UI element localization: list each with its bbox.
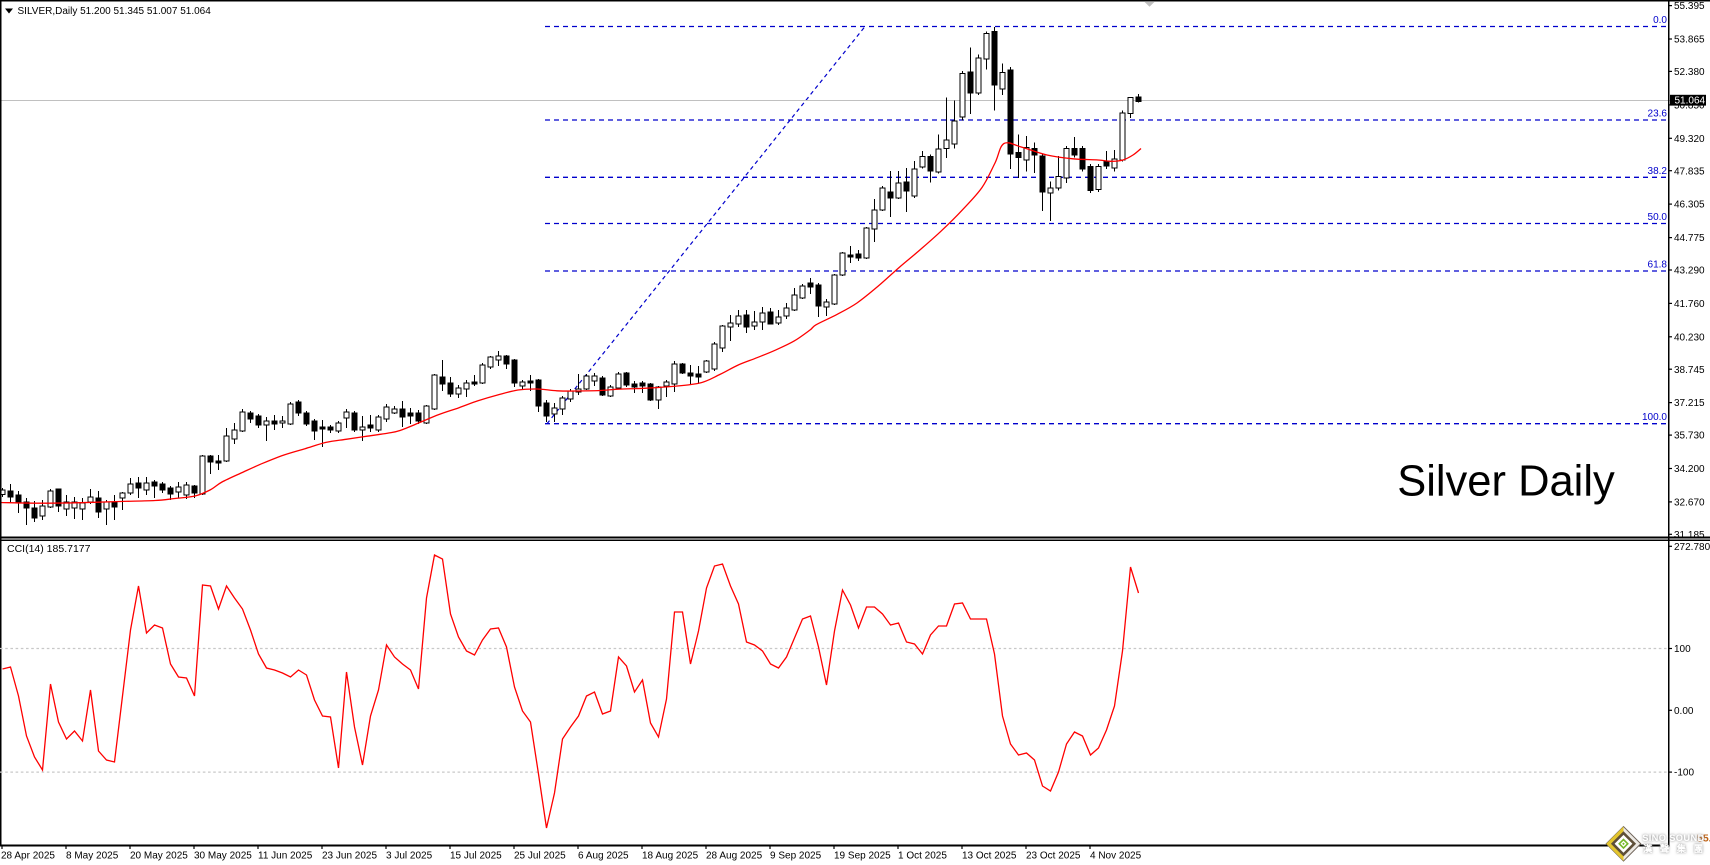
svg-text:漢聲集團: 漢聲集團 xyxy=(1643,843,1710,854)
svg-text:52.380: 52.380 xyxy=(1674,67,1705,78)
svg-text:23 Jun 2025: 23 Jun 2025 xyxy=(322,851,377,862)
svg-text:50.0: 50.0 xyxy=(1648,212,1668,223)
svg-text:55.395: 55.395 xyxy=(1674,1,1705,12)
svg-text:40.230: 40.230 xyxy=(1674,332,1705,343)
svg-text:15 Jul 2025: 15 Jul 2025 xyxy=(450,851,502,862)
svg-text:55.: 55. xyxy=(1697,833,1710,845)
svg-text:28 Apr 2025: 28 Apr 2025 xyxy=(1,851,55,862)
svg-text:SINO SOUND: SINO SOUND xyxy=(1642,833,1704,843)
svg-text:9 Sep 2025: 9 Sep 2025 xyxy=(770,851,822,862)
svg-text:11 Jun 2025: 11 Jun 2025 xyxy=(258,851,313,862)
svg-text:23 Oct 2025: 23 Oct 2025 xyxy=(1026,851,1081,862)
svg-text:SINO SOUND: SINO SOUND xyxy=(1642,833,1704,843)
svg-text:31.185: 31.185 xyxy=(1674,530,1705,541)
svg-text:51.064: 51.064 xyxy=(1675,96,1706,107)
svg-text:8 May 2025: 8 May 2025 xyxy=(66,851,119,862)
svg-text:0.0: 0.0 xyxy=(1653,15,1667,26)
svg-text:43.290: 43.290 xyxy=(1674,266,1705,277)
svg-text:漢聲集團: 漢聲集團 xyxy=(1643,843,1710,854)
svg-text:SILVER,Daily 51.200 51.345 51: SILVER,Daily 51.200 51.345 51.007 51.064 xyxy=(18,6,212,17)
svg-text:漢聲集團: 漢聲集團 xyxy=(1643,843,1710,854)
svg-text:38.745: 38.745 xyxy=(1674,365,1705,376)
svg-text:19 Sep 2025: 19 Sep 2025 xyxy=(834,851,891,862)
svg-text:34.200: 34.200 xyxy=(1674,464,1705,475)
svg-text:SINO SOUND: SINO SOUND xyxy=(1642,833,1704,843)
svg-text:100: 100 xyxy=(1674,644,1691,655)
svg-text:25 Jul 2025: 25 Jul 2025 xyxy=(514,851,566,862)
svg-text:49.320: 49.320 xyxy=(1674,134,1705,145)
svg-text:61.8: 61.8 xyxy=(1648,260,1668,271)
svg-text:41.760: 41.760 xyxy=(1674,299,1705,310)
svg-text:28 Aug 2025: 28 Aug 2025 xyxy=(706,851,763,862)
svg-text:47.835: 47.835 xyxy=(1674,166,1705,177)
svg-text:4 Nov 2025: 4 Nov 2025 xyxy=(1090,851,1142,862)
svg-text:20 May 2025: 20 May 2025 xyxy=(130,851,188,862)
svg-text:35.730: 35.730 xyxy=(1674,431,1705,442)
svg-text:50.850: 50.850 xyxy=(1674,101,1705,112)
svg-text:18 Aug 2025: 18 Aug 2025 xyxy=(642,851,699,862)
svg-text:32.670: 32.670 xyxy=(1674,498,1705,509)
svg-text:0.00: 0.00 xyxy=(1674,706,1694,717)
svg-text:53.865: 53.865 xyxy=(1674,35,1705,46)
svg-text:CCI(14) 185.7177: CCI(14) 185.7177 xyxy=(7,543,91,555)
svg-text:44.775: 44.775 xyxy=(1674,233,1705,244)
svg-text:23.6: 23.6 xyxy=(1648,109,1668,120)
svg-text:30 May 2025: 30 May 2025 xyxy=(194,851,252,862)
svg-text:Silver Daily: Silver Daily xyxy=(1397,458,1615,506)
svg-text:100.0: 100.0 xyxy=(1642,412,1667,423)
svg-text:37.215: 37.215 xyxy=(1674,398,1705,409)
svg-text:46.305: 46.305 xyxy=(1674,200,1705,211)
svg-text:6 Aug 2025: 6 Aug 2025 xyxy=(578,851,629,862)
svg-text:38.2: 38.2 xyxy=(1648,166,1668,177)
svg-text:-100: -100 xyxy=(1674,768,1694,779)
svg-text:13 Oct 2025: 13 Oct 2025 xyxy=(962,851,1017,862)
svg-text:3 Jul 2025: 3 Jul 2025 xyxy=(386,851,433,862)
svg-text:1 Oct 2025: 1 Oct 2025 xyxy=(898,851,947,862)
